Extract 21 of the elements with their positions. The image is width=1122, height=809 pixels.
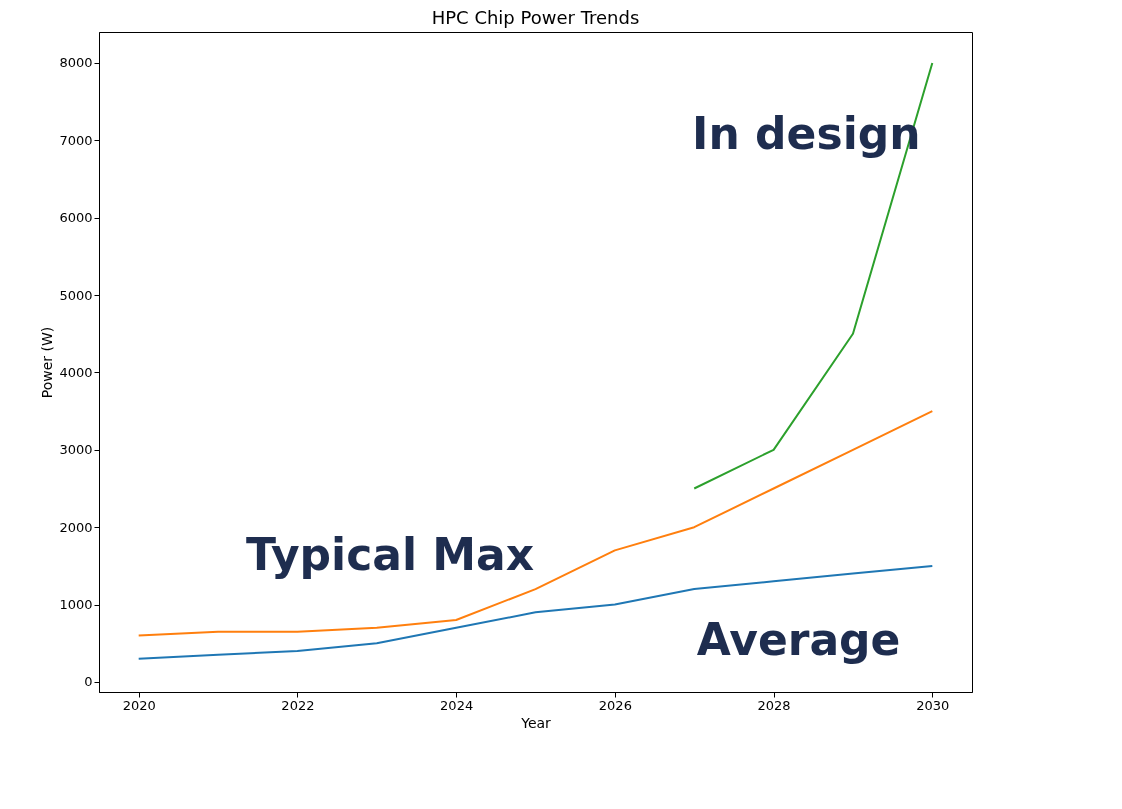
y-tick-label: 1000 <box>59 597 93 613</box>
x-axis-title: Year <box>520 714 552 731</box>
y-tick-label: 3000 <box>59 442 93 458</box>
y-axis-title: Power (W) <box>39 326 56 399</box>
y-tick-label: 5000 <box>59 287 93 303</box>
y-tick-label: 7000 <box>59 132 93 148</box>
x-tick-label: 2020 <box>122 697 156 713</box>
x-tick-label: 2026 <box>598 697 632 713</box>
y-tick-label: 2000 <box>59 519 93 535</box>
chart-title: HPC Chip Power Trends <box>431 7 640 28</box>
y-tick-label: 4000 <box>59 364 93 380</box>
y-tick-label: 8000 <box>59 55 93 71</box>
line-series <box>693 61 934 490</box>
x-tick-label: 2028 <box>757 697 791 713</box>
x-tick-label: 2024 <box>440 697 474 713</box>
series-label: Average <box>696 614 901 666</box>
x-tick-label: 2022 <box>281 697 315 713</box>
x-tick-label: 2030 <box>916 697 950 713</box>
series-label: Typical Max <box>246 529 535 581</box>
y-tick-label: 6000 <box>59 210 93 226</box>
y-tick-label: 0 <box>84 674 93 690</box>
